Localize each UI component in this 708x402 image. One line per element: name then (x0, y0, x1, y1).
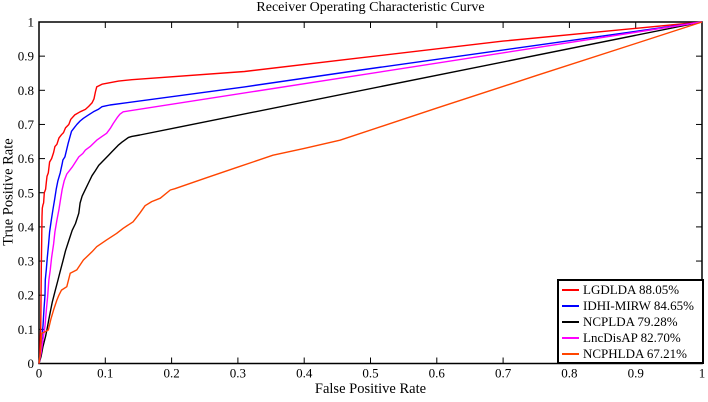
x-tick-label: 0.8 (561, 366, 577, 381)
x-axis-label: False Positive Rate (314, 381, 427, 397)
legend-line-sample (562, 305, 579, 307)
legend-label: NCPLDA 79.28% (583, 314, 678, 329)
legend-row-IDHI-MIRW: IDHI-MIRW 84.65% (561, 298, 701, 314)
y-tick-label: 0.7 (18, 117, 35, 132)
legend-line-sample (562, 353, 579, 355)
legend-label: LncDisAP 82.70% (583, 330, 681, 345)
x-tick-label: 0.4 (296, 366, 313, 381)
y-tick-label: 0.8 (18, 83, 34, 98)
roc-curve-NCPLDA (38, 21, 703, 364)
y-tick-label: 0.3 (18, 254, 34, 269)
legend-label: NCPHLDA 67.21% (583, 346, 688, 361)
y-tick-label: 0.5 (18, 185, 34, 200)
x-tick-label: 0.9 (628, 366, 644, 381)
roc-curve-NCPHLDA (38, 21, 703, 364)
legend-row-LncDisAP: LncDisAP 82.70% (561, 330, 701, 346)
legend-row-NCPHLDA: NCPHLDA 67.21% (561, 346, 701, 362)
roc-curve-IDHI-MIRW (38, 21, 703, 364)
legend-line-sample (562, 289, 579, 291)
y-tick-label: 0.6 (18, 151, 35, 166)
x-tick-label: 1 (699, 366, 706, 381)
legend-box: LGDLDA 88.05% IDHI-MIRW 84.65% NCPLDA 79.2… (557, 279, 704, 364)
legend-row-NCPLDA: NCPLDA 79.28% (561, 314, 701, 330)
legend-line-sample (562, 321, 579, 323)
legend-label: LGDLDA 88.05% (583, 282, 680, 297)
x-tick-label: 0.6 (429, 366, 446, 381)
y-tick-label: 0.1 (18, 322, 34, 337)
x-tick-label: 0 (36, 366, 43, 381)
y-tick-label: 0.4 (18, 219, 35, 234)
x-tick-label: 0.7 (495, 366, 512, 381)
legend-row-LGDLDA: LGDLDA 88.05% (561, 282, 701, 298)
legend-label: IDHI-MIRW 84.65% (583, 298, 694, 313)
y-tick-label: 0 (28, 356, 35, 371)
roc-curve-LGDLDA (38, 21, 703, 364)
y-tick-label: 1 (28, 15, 35, 30)
x-tick-label: 0.5 (362, 366, 378, 381)
y-axis-label: True Positive Rate (0, 138, 17, 246)
x-tick-label: 0.2 (163, 366, 179, 381)
roc-curve-LncDisAP (38, 21, 703, 364)
x-tick-label: 0.1 (97, 366, 113, 381)
chart-title: Receiver Operating Characteristic Curve (256, 0, 485, 15)
x-tick-label: 0.3 (230, 366, 246, 381)
y-tick-label: 0.9 (18, 49, 34, 64)
legend-line-sample (562, 337, 579, 339)
y-tick-label: 0.2 (18, 288, 34, 303)
